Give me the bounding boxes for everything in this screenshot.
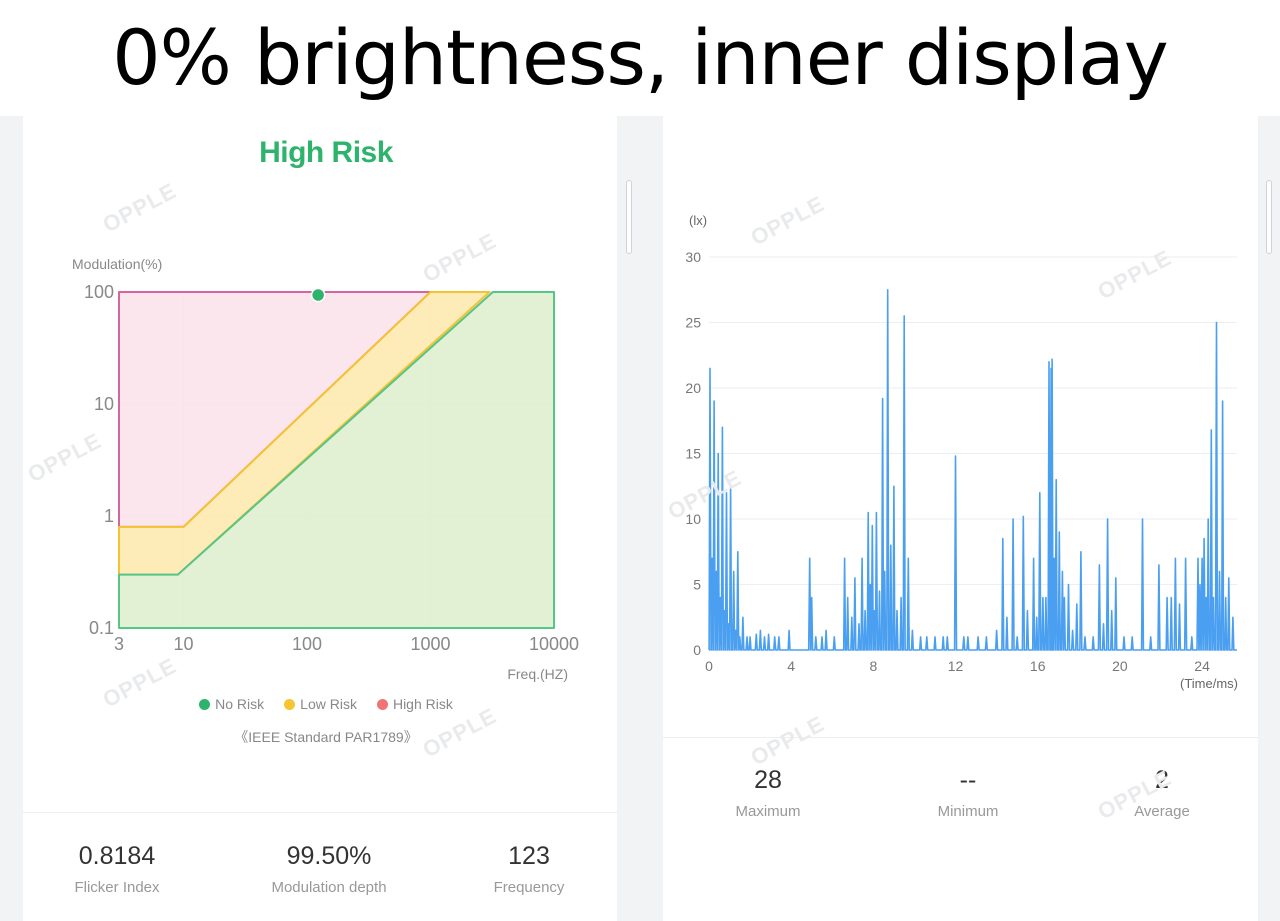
stat-value: 123 (508, 842, 550, 870)
risk-y-tick-label: 100 (84, 282, 114, 302)
legend-item-low-risk[interactable]: Low Risk (284, 696, 357, 712)
wave-x-tick-label: 24 (1194, 658, 1210, 674)
illuminance-series-line (708, 289, 1237, 651)
page-title: 0% brightness, inner display (112, 13, 1168, 102)
stat-value: -- (959, 766, 977, 794)
stat-label: Flicker Index (74, 879, 160, 896)
legend-dot-icon (284, 698, 296, 710)
wave-y-tick-label: 10 (685, 511, 701, 527)
stat-modulation-depth: 99.50% Modulation depth (249, 842, 409, 896)
right-stats-divider (663, 737, 1258, 738)
wave-y-tick-label: 0 (693, 642, 701, 658)
stat-label: Average (1134, 803, 1190, 820)
risk-y-tick-label: 1 (104, 506, 114, 526)
wave-x-tick-label: 4 (787, 658, 795, 674)
wave-x-tick-label: 16 (1030, 658, 1046, 674)
wave-x-tick-label: 20 (1112, 658, 1128, 674)
stat-label: Maximum (735, 803, 801, 820)
risk-chart-ticks: 3 10 100 1000 10000 0.1 1 10 100 (84, 282, 579, 654)
wave-x-tick-label: 8 (869, 658, 877, 674)
illuminance-chart-ylabel: (lx) (689, 213, 707, 228)
left-stats-divider (23, 812, 617, 813)
risk-x-tick-label: 100 (292, 634, 322, 654)
legend-dot-icon (199, 698, 211, 710)
wave-y-tick-label: 20 (685, 380, 701, 396)
risk-chart-legend: No Risk Low Risk High Risk (23, 696, 629, 712)
risk-chart-points (310, 287, 326, 303)
stat-minimum: -- Minimum (908, 766, 1028, 820)
stat-frequency: 123 Frequency (469, 842, 589, 896)
legend-item-no-risk[interactable]: No Risk (199, 696, 264, 712)
risk-region-no-risk (118, 291, 555, 629)
risk-level-title: High Risk (259, 136, 393, 169)
flicker-risk-panel: High Risk 3 10 100 1000 10000 0.1 1 10 100 Modul… (23, 116, 617, 921)
legend-dot-icon (376, 698, 388, 710)
risk-x-tick-label: 10 (174, 634, 194, 654)
risk-measurement-point[interactable] (310, 287, 326, 303)
risk-chart-regions (118, 291, 555, 629)
risk-x-tick-label: 10000 (529, 634, 579, 654)
risk-chart-xlabel: Freq.(HZ) (507, 666, 568, 682)
legend-label: No Risk (215, 696, 265, 712)
illuminance-chart-ticks: 0 5 10 15 20 25 30 0 4 8 12 16 20 24 (685, 249, 1210, 674)
stat-maximum: 28 Maximum (708, 766, 828, 820)
illuminance-chart-xlabel: (Time/ms) (1180, 676, 1238, 691)
stat-flicker-index: 0.8184 Flicker Index (47, 842, 187, 896)
left-scrollbar-thumb[interactable] (626, 180, 632, 254)
wave-y-tick-label: 30 (685, 249, 701, 265)
stat-value: 2 (1155, 766, 1169, 794)
wave-y-tick-label: 5 (693, 577, 701, 593)
stat-value: 28 (754, 766, 782, 794)
legend-item-high-risk[interactable]: High Risk (376, 696, 453, 712)
illuminance-chart: 0 5 10 15 20 25 30 0 4 8 12 16 20 24 (lx) (Time/ms) (685, 213, 1238, 691)
risk-y-tick-label: 0.1 (89, 618, 114, 638)
legend-label: High Risk (392, 696, 453, 712)
wave-y-tick-label: 15 (685, 446, 701, 462)
stat-label: Minimum (937, 803, 999, 820)
wave-x-tick-label: 12 (948, 658, 964, 674)
stat-value: 99.50% (286, 842, 372, 870)
stat-average: 2 Average (1102, 766, 1222, 820)
risk-x-tick-label: 3 (114, 634, 124, 654)
wave-y-tick-label: 25 (685, 315, 701, 331)
illuminance-chart-grid (709, 256, 1237, 651)
risk-y-tick-label: 10 (94, 394, 114, 414)
risk-chart-ylabel: Modulation(%) (72, 256, 162, 272)
right-scrollbar-thumb[interactable] (1266, 180, 1272, 254)
stat-value: 0.8184 (78, 842, 156, 870)
stat-label: Frequency (493, 879, 565, 896)
legend-label: Low Risk (300, 696, 357, 712)
standard-note: 《IEEE Standard PAR1789》 (234, 729, 418, 745)
stat-label: Modulation depth (271, 879, 387, 896)
risk-chart: 3 10 100 1000 10000 0.1 1 10 100 Modulation(%) F… (72, 256, 579, 682)
illuminance-panel: 0 5 10 15 20 25 30 0 4 8 12 16 20 24 (lx) (Time/ms) 2… (663, 116, 1258, 921)
risk-x-tick-label: 1000 (410, 634, 450, 654)
page-header: 0% brightness, inner display (0, 0, 1280, 116)
wave-x-tick-label: 0 (705, 658, 713, 674)
